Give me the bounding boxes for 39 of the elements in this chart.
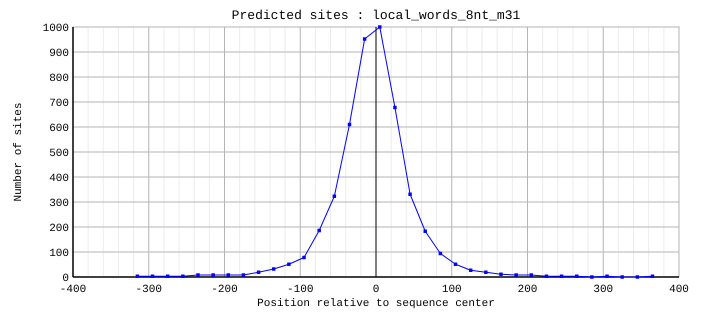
y-axis-title: Number of sites [13, 102, 25, 202]
y-tick-label: 300 [49, 198, 69, 210]
point [468, 268, 472, 272]
y-tick-label: 900 [49, 48, 69, 60]
point [181, 274, 185, 278]
chart-title: Predicted sites : local_words_8nt_m31 [232, 8, 521, 23]
point [560, 274, 564, 278]
point [408, 192, 412, 196]
point [575, 274, 578, 278]
point [484, 270, 488, 274]
y-tick-label: 800 [49, 73, 69, 85]
point [544, 274, 548, 278]
point [424, 230, 427, 233]
y-tick-label: 200 [49, 223, 69, 235]
x-tick-label: 200 [518, 284, 538, 296]
x-tick-label: -200 [211, 284, 238, 296]
y-tick-label: 500 [49, 148, 69, 160]
x-tick-label: -300 [136, 284, 162, 296]
x-axis-title: Position relative to sequence center [257, 298, 495, 310]
x-tick-label: 0 [372, 284, 380, 296]
y-tick-label: 400 [49, 173, 69, 185]
x-tick-label: 300 [593, 284, 614, 296]
point [256, 270, 260, 274]
x-tick-label: 100 [442, 284, 462, 296]
y-tick-label: 600 [49, 123, 69, 135]
x-tick-label: -400 [60, 284, 86, 296]
point [287, 262, 291, 266]
point [454, 262, 458, 266]
point [332, 194, 336, 198]
y-tick-label: 1000 [42, 23, 69, 35]
point [605, 274, 609, 278]
point [150, 274, 154, 278]
y-tick-label: 0 [62, 273, 69, 285]
point [166, 274, 170, 278]
point [136, 274, 140, 278]
x-tick-label: -100 [287, 284, 314, 296]
x-tick-label: 400 [669, 284, 689, 296]
y-tick-label: 100 [49, 248, 69, 260]
y-tick-label: 700 [49, 98, 69, 110]
